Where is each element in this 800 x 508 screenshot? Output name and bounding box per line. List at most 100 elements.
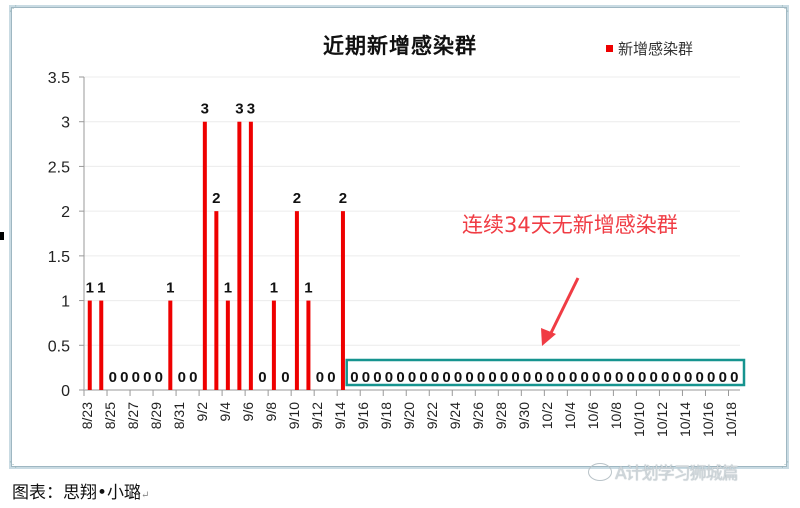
bar-value-label: 1 [224,280,232,297]
bar-value-label: 0 [408,369,416,386]
legend: 新增感染群 [606,38,693,59]
bar-value-label: 2 [293,190,301,207]
y-tick-label: 3.5 [48,70,70,87]
bar-value-label: 0 [580,369,588,386]
bar-value-label: 1 [97,280,105,297]
bar-value-label: 0 [638,369,646,386]
x-tick-label: 10/2 [539,402,555,429]
bar-value-label: 0 [592,369,600,386]
bar-value-label: 0 [707,369,715,386]
bar[interactable] [340,211,345,390]
resize-handle-top-left[interactable]: ⋰ [9,4,17,13]
x-tick-label: 9/28 [493,402,509,429]
bar-value-label: 3 [235,101,243,118]
bar-value-label: 0 [488,369,496,386]
bar[interactable] [99,300,104,390]
resize-handle-bottom-left[interactable]: ⋱ [9,460,17,469]
bar-value-label: 0 [396,369,404,386]
x-tick-label: 10/14 [677,402,693,437]
x-tick-label: 8/25 [102,402,118,429]
x-tick-label: 9/22 [424,402,440,429]
bar-value-label: 0 [120,369,128,386]
bar-value-label: 0 [500,369,508,386]
x-tick-label: 9/20 [401,402,417,429]
x-tick-label: 9/30 [516,402,532,429]
chart-title: 近期新增感染群 [323,34,477,58]
x-tick-label: 9/2 [194,402,210,422]
bar-value-label: 0 [684,369,692,386]
x-tick-label: 10/18 [723,402,739,437]
y-tick-label: 2 [61,204,70,221]
x-tick-label: 8/27 [125,402,141,429]
bar-value-label: 0 [281,369,289,386]
bar-value-label: 2 [339,190,347,207]
y-tick-label: 1 [61,294,70,311]
x-tick-label: 10/12 [654,402,670,437]
bar-value-label: 0 [442,369,450,386]
bar-value-label: 0 [465,369,473,386]
resize-handle-left[interactable] [0,232,4,240]
y-tick-label: 0.5 [48,338,70,355]
x-tick-label: 9/6 [240,402,256,422]
y-tick-label: 1.5 [48,249,70,266]
x-tick-label: 8/31 [171,402,187,429]
bar-value-label: 0 [615,369,623,386]
x-tick-label: 10/16 [700,402,716,437]
figure-caption: 图表：思翔•小璐↵ [12,478,149,503]
bar-value-label: 1 [304,280,312,297]
bar-value-label: 0 [143,369,151,386]
x-tick-label: 8/29 [148,402,164,429]
annotation-arrow [547,277,580,338]
bar[interactable] [271,300,276,390]
bar-value-label: 0 [603,369,611,386]
x-tick-label: 9/4 [217,402,233,422]
bar-value-label: 0 [454,369,462,386]
bar-value-label: 0 [511,369,519,386]
arrow-head-icon [541,328,556,346]
paragraph-mark: ↵ [141,490,150,501]
bar-value-label: 0 [546,369,554,386]
x-tick-label: 10/8 [608,402,624,429]
bar-value-label: 0 [626,369,634,386]
x-tick-label: 9/18 [378,402,394,429]
resize-handle-top-right[interactable]: ⋱ [781,4,789,13]
bar-value-label: 0 [696,369,704,386]
bar-value-label: 0 [189,369,197,386]
y-tick-label: 0 [61,383,70,400]
watermark: A计划学习狮城篇 [588,459,739,484]
bar[interactable] [87,300,92,390]
bar-value-label: 0 [155,369,163,386]
bar-value-label: 0 [373,369,381,386]
bar[interactable] [237,121,242,390]
annotation-text: 连续34天无新增感染群 [462,213,678,237]
bar[interactable] [225,300,230,390]
bar-value-label: 1 [270,280,278,297]
bar-value-label: 0 [362,369,370,386]
x-tick-label: 9/24 [447,402,463,429]
x-tick-label: 10/10 [631,402,647,437]
bar-value-label: 0 [385,369,393,386]
bar-value-label: 0 [523,369,531,386]
bar-value-label: 1 [86,280,94,297]
bar[interactable] [248,121,253,390]
bar[interactable] [168,300,173,390]
bar-value-label: 0 [569,369,577,386]
x-tick-label: 9/10 [286,402,302,429]
bar-value-label: 0 [327,369,335,386]
bar-value-label: 0 [661,369,669,386]
bar[interactable] [306,300,311,390]
bar[interactable] [214,211,219,390]
bar-value-label: 0 [258,369,266,386]
highlight-box [345,358,746,387]
bar-value-label: 0 [316,369,324,386]
bar[interactable] [202,121,207,390]
bar[interactable] [294,211,299,390]
bar-value-label: 0 [178,369,186,386]
bar-value-label: 0 [431,369,439,386]
x-tick-label: 9/8 [263,402,279,422]
caption-text: 图表：思翔•小璐 [12,483,142,503]
legend-label: 新增感染群 [618,40,694,58]
bar-value-label: 1 [166,280,174,297]
resize-handle-bottom-right[interactable]: ⋰ [781,460,789,469]
